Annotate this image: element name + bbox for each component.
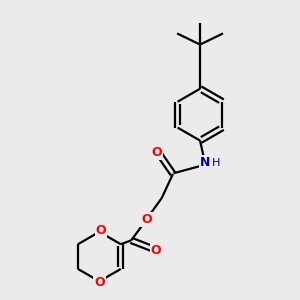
- Text: O: O: [141, 213, 152, 226]
- Text: N: N: [200, 156, 211, 169]
- Text: H: H: [212, 158, 221, 168]
- Text: O: O: [151, 244, 161, 257]
- Text: O: O: [95, 224, 106, 237]
- Text: O: O: [152, 146, 162, 159]
- Text: O: O: [94, 276, 105, 289]
